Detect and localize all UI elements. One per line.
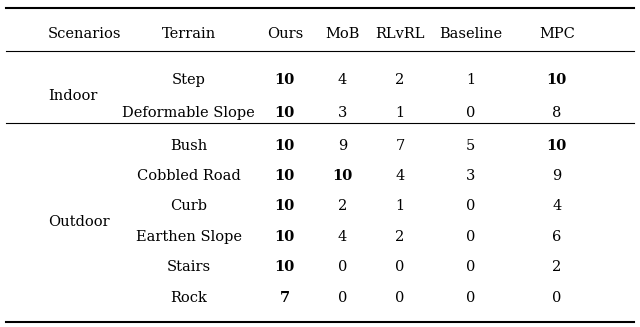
- Text: 2: 2: [338, 199, 347, 213]
- Text: 4: 4: [552, 199, 561, 213]
- Text: 9: 9: [338, 139, 347, 152]
- Text: 10: 10: [275, 73, 295, 87]
- Text: 0: 0: [338, 260, 347, 274]
- Text: 10: 10: [547, 139, 567, 152]
- Text: 0: 0: [466, 106, 475, 120]
- Text: Baseline: Baseline: [439, 27, 502, 41]
- Text: Deformable Slope: Deformable Slope: [122, 106, 255, 120]
- Text: 8: 8: [552, 106, 561, 120]
- Text: Step: Step: [172, 73, 205, 87]
- Text: 10: 10: [275, 260, 295, 274]
- Text: 1: 1: [396, 199, 404, 213]
- Text: 10: 10: [275, 139, 295, 152]
- Text: 3: 3: [338, 106, 347, 120]
- Text: 0: 0: [466, 230, 475, 244]
- Text: 7: 7: [396, 139, 404, 152]
- Text: 2: 2: [396, 73, 404, 87]
- Text: Outdoor: Outdoor: [48, 215, 109, 229]
- Text: 10: 10: [332, 169, 353, 183]
- Text: Earthen Slope: Earthen Slope: [136, 230, 242, 244]
- Text: RLvRL: RLvRL: [375, 27, 425, 41]
- Text: Rock: Rock: [170, 291, 207, 304]
- Text: 0: 0: [552, 291, 561, 304]
- Text: 0: 0: [466, 291, 475, 304]
- Text: MoB: MoB: [325, 27, 360, 41]
- Text: 6: 6: [552, 230, 561, 244]
- Text: 9: 9: [552, 169, 561, 183]
- Text: 0: 0: [396, 260, 404, 274]
- Text: 7: 7: [280, 291, 290, 304]
- Text: 10: 10: [275, 106, 295, 120]
- Text: 10: 10: [275, 199, 295, 213]
- Text: 0: 0: [396, 291, 404, 304]
- Text: 4: 4: [338, 230, 347, 244]
- Text: 0: 0: [338, 291, 347, 304]
- Text: Bush: Bush: [170, 139, 207, 152]
- Text: 10: 10: [275, 230, 295, 244]
- Text: 4: 4: [338, 73, 347, 87]
- Text: 1: 1: [396, 106, 404, 120]
- Text: 10: 10: [275, 169, 295, 183]
- Text: Ours: Ours: [267, 27, 303, 41]
- Text: Scenarios: Scenarios: [48, 27, 122, 41]
- Text: 0: 0: [466, 260, 475, 274]
- Text: 2: 2: [396, 230, 404, 244]
- Text: Curb: Curb: [170, 199, 207, 213]
- Text: MPC: MPC: [539, 27, 575, 41]
- Text: Stairs: Stairs: [167, 260, 211, 274]
- Text: 2: 2: [552, 260, 561, 274]
- Text: 3: 3: [466, 169, 475, 183]
- Text: 5: 5: [466, 139, 475, 152]
- Text: Cobbled Road: Cobbled Road: [137, 169, 241, 183]
- Text: 0: 0: [466, 199, 475, 213]
- Text: Indoor: Indoor: [48, 90, 97, 103]
- Text: 10: 10: [547, 73, 567, 87]
- Text: 4: 4: [396, 169, 404, 183]
- Text: Terrain: Terrain: [162, 27, 216, 41]
- Text: 1: 1: [466, 73, 475, 87]
